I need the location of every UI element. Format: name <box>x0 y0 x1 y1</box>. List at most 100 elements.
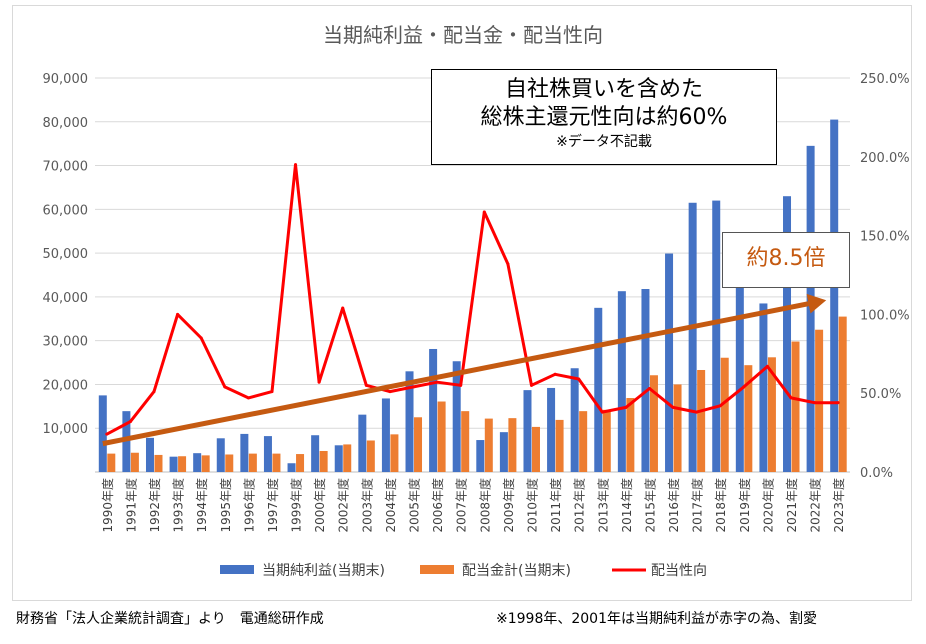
right-tick-label: 50.0% <box>860 387 901 402</box>
payout-point <box>364 383 368 387</box>
bar-dividends <box>697 369 706 472</box>
bar-net-income <box>783 196 792 472</box>
x-tick-label: 2004年度 <box>383 478 398 533</box>
bar-net-income <box>570 368 579 472</box>
bar-dividends <box>555 419 564 472</box>
x-tick-label: 2018年度 <box>713 478 728 533</box>
x-tick-label: 1996年度 <box>241 478 256 533</box>
legend-label-dividends: 配当金計(当期末) <box>462 563 571 579</box>
trend-arrow <box>102 293 827 447</box>
legend-swatch-dividends <box>420 565 454 574</box>
right-tick-label: 150.0% <box>860 230 910 245</box>
bar-net-income <box>405 371 414 472</box>
x-tick-label: 1992年度 <box>147 478 162 533</box>
payout-point <box>765 364 769 368</box>
bar-net-income <box>641 289 650 472</box>
bar-net-income <box>381 398 390 472</box>
bar-dividends <box>130 452 139 472</box>
x-tick-label: 1995年度 <box>218 478 233 533</box>
bar-dividends <box>673 384 682 472</box>
payout-point <box>718 404 722 408</box>
x-axis: 1990年度 1991年度 1992年度 1993年度 1994年度 1995年度 1996… <box>100 478 846 533</box>
payout-point <box>435 380 439 384</box>
payout-point <box>199 336 203 340</box>
chart-title: 当期純利益・配当金・配当性向 <box>323 23 603 47</box>
bar-net-income <box>688 202 697 472</box>
x-tick-label: 1997年度 <box>265 478 280 533</box>
bar-net-income <box>334 445 343 472</box>
bar-dividends <box>437 401 446 472</box>
bar-dividends <box>296 454 305 472</box>
x-tick-label: 2023年度 <box>831 478 846 533</box>
x-tick-label: 2008年度 <box>477 478 492 533</box>
bar-dividends <box>272 453 281 472</box>
chart-frame <box>12 5 912 601</box>
callout-box: 自社株買いを含めた 総株主還元性向は約60% ※データ不記載 <box>431 69 777 165</box>
left-tick-label: 60,000 <box>43 203 89 218</box>
payout-point <box>388 390 392 394</box>
bar-dividends <box>484 418 493 472</box>
x-tick-label: 2013年度 <box>595 478 610 533</box>
bar-net-income <box>499 432 508 472</box>
x-tick-label: 2007年度 <box>454 478 469 533</box>
bar-net-income <box>98 395 107 472</box>
left-tick-label: 20,000 <box>43 378 89 393</box>
bar-dividends <box>178 456 187 472</box>
bar-net-income <box>358 414 367 472</box>
left-tick-label: 30,000 <box>43 335 89 350</box>
payout-point <box>482 210 486 214</box>
bar-dividends <box>602 409 611 472</box>
bar-net-income <box>263 436 272 472</box>
bar-dividends <box>390 434 399 472</box>
x-tick-label: 1999年度 <box>289 478 304 533</box>
bar-dividends <box>154 454 163 472</box>
bar-net-income <box>452 361 461 472</box>
payout-point <box>647 386 651 390</box>
bar-dividends <box>461 411 470 472</box>
bar-dividends <box>815 329 824 472</box>
bar-dividends <box>626 398 635 472</box>
payout-point <box>529 383 533 387</box>
bar-net-income <box>287 463 296 472</box>
bar-dividends <box>838 316 847 472</box>
bar-dividends <box>107 453 116 472</box>
payout-point <box>624 405 628 409</box>
payout-point <box>813 401 817 405</box>
payout-point <box>577 377 581 381</box>
left-tick-label: 40,000 <box>43 291 89 306</box>
legend: 当期純利益(当期末) 配当金計(当期末) 配当性向 <box>220 563 707 579</box>
payout-point <box>246 396 250 400</box>
bar-dividends <box>248 453 257 472</box>
right-tick-label: 200.0% <box>860 151 910 166</box>
payout-point <box>341 306 345 310</box>
bar-dividends <box>366 440 375 472</box>
footnote: ※1998年、2001年は当期純利益が赤字の為、割愛 <box>496 611 817 627</box>
x-tick-label: 1993年度 <box>171 478 186 533</box>
left-tick-label: 10,000 <box>43 422 89 437</box>
source-note: 財務省「法人企業統計調査」より 電通総研作成 <box>16 611 324 627</box>
payout-point <box>223 385 227 389</box>
x-tick-label: 2009年度 <box>501 478 516 533</box>
bar-dividends <box>791 341 800 472</box>
legend-swatch-net-income <box>220 565 254 574</box>
bar-dividends <box>343 444 352 472</box>
bar-dividends <box>767 357 776 472</box>
left-tick-label: 50,000 <box>43 247 89 262</box>
bar-dividends <box>414 417 423 472</box>
payout-point <box>553 372 557 376</box>
bar-net-income <box>759 303 768 472</box>
payout-point <box>836 401 840 405</box>
x-tick-label: 2020年度 <box>760 478 775 533</box>
trend-arrow-head <box>806 293 827 314</box>
left-tick-label: 90,000 <box>43 72 89 87</box>
left-axis: 10,000 20,000 30,000 40,000 50,000 60,000 70,0… <box>43 72 89 437</box>
bar-net-income <box>830 119 839 472</box>
bar-net-income <box>712 200 721 473</box>
payout-point <box>317 380 321 384</box>
bar-net-income <box>311 435 320 472</box>
bar-dividends <box>201 455 210 472</box>
payout-point <box>105 432 109 436</box>
x-tick-label: 2005年度 <box>407 478 422 533</box>
bar-dividends <box>579 411 588 472</box>
payout-point <box>671 405 675 409</box>
